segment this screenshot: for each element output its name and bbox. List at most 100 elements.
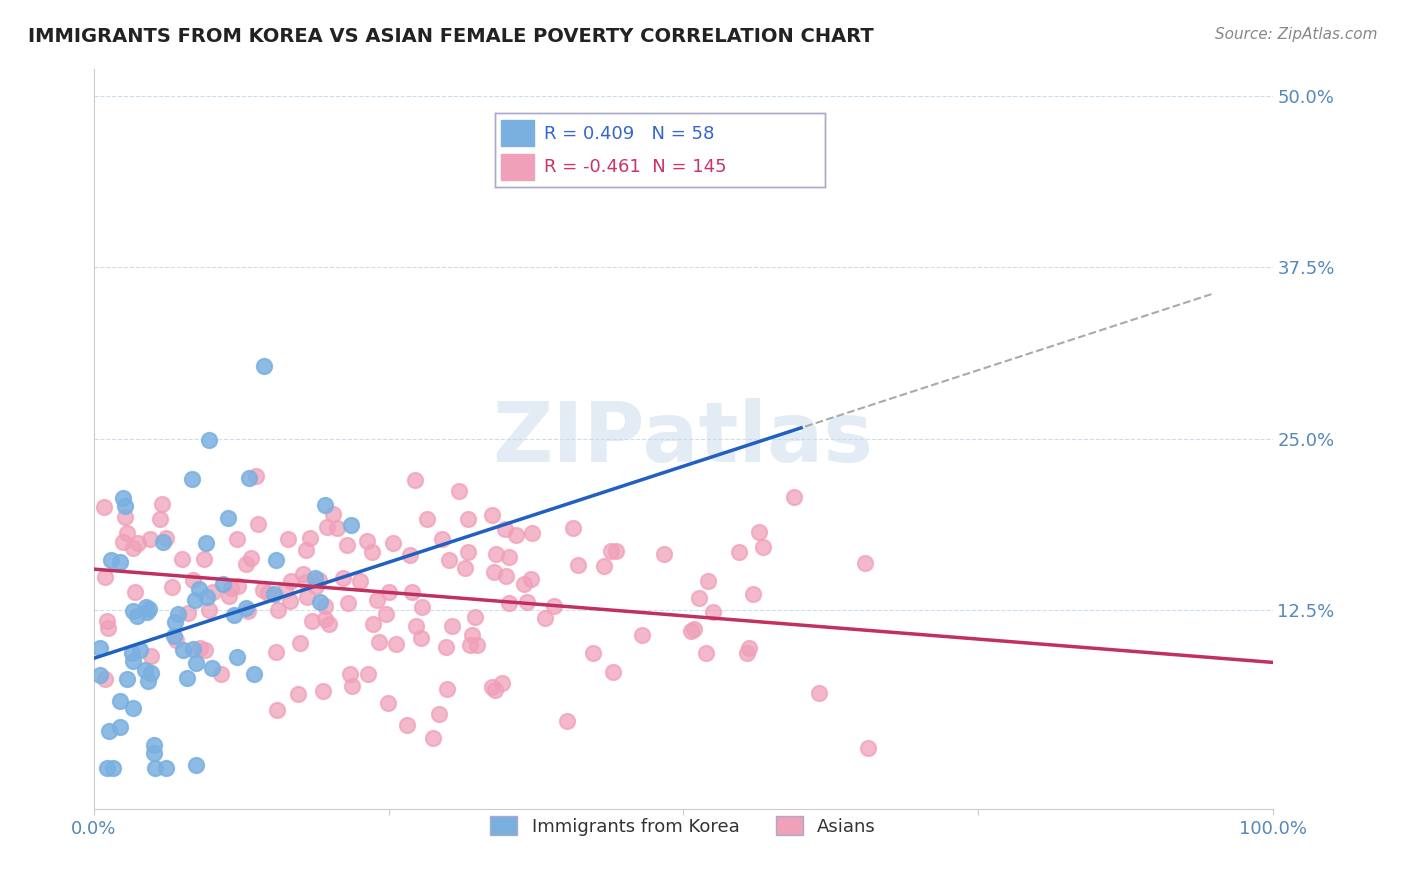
Point [97, 621, 120, 635]
Point [238, 470, 260, 484]
Point [136, 673, 159, 688]
Point [695, 646, 717, 660]
Point [198, 603, 221, 617]
Point [181, 641, 204, 656]
Point [312, 684, 335, 698]
Point [498, 596, 520, 610]
Point [305, 578, 328, 592]
Point [378, 584, 401, 599]
Point [115, 672, 138, 686]
Point [94, 569, 117, 583]
Point [405, 618, 427, 632]
Point [498, 549, 520, 564]
Point [561, 521, 583, 535]
Point [543, 599, 565, 614]
Point [437, 553, 460, 567]
Point [377, 696, 399, 710]
Point [336, 596, 359, 610]
Point [314, 599, 336, 613]
Point [264, 644, 287, 658]
Point [696, 574, 718, 588]
Point [368, 635, 391, 649]
Point [309, 595, 332, 609]
Point [267, 603, 290, 617]
Point [193, 552, 215, 566]
Point [219, 581, 242, 595]
Point [290, 636, 312, 650]
Point [195, 590, 218, 604]
Point [464, 609, 486, 624]
Point [404, 473, 426, 487]
Point [465, 638, 488, 652]
Point [114, 509, 136, 524]
Point [138, 532, 160, 546]
Point [494, 522, 516, 536]
Point [134, 664, 156, 678]
Point [356, 533, 378, 548]
Point [605, 544, 627, 558]
Point [287, 687, 309, 701]
Point [513, 577, 536, 591]
Point [226, 579, 249, 593]
Point [299, 531, 322, 545]
Point [160, 580, 183, 594]
Point [184, 656, 207, 670]
Point [143, 738, 166, 752]
Point [165, 615, 187, 630]
Point [246, 517, 269, 532]
Point [332, 571, 354, 585]
Point [491, 676, 513, 690]
Point [436, 682, 458, 697]
Point [188, 640, 211, 655]
Point [112, 535, 135, 549]
Point [195, 536, 218, 550]
Point [108, 555, 131, 569]
Point [181, 573, 204, 587]
Point [143, 761, 166, 775]
Point [349, 574, 371, 589]
Point [291, 566, 314, 581]
Point [149, 511, 172, 525]
Point [516, 595, 538, 609]
Point [454, 560, 477, 574]
Point [252, 583, 274, 598]
Point [155, 531, 177, 545]
Point [124, 585, 146, 599]
Point [340, 679, 363, 693]
Point [180, 472, 202, 486]
Point [481, 508, 503, 522]
Point [682, 622, 704, 636]
Point [139, 649, 162, 664]
Point [274, 582, 297, 597]
Point [186, 758, 208, 772]
Point [263, 587, 285, 601]
Point [177, 606, 200, 620]
Point [735, 646, 758, 660]
Point [115, 525, 138, 540]
Point [170, 552, 193, 566]
Point [150, 497, 173, 511]
Point [129, 643, 152, 657]
Point [808, 685, 831, 699]
Point [264, 553, 287, 567]
Point [340, 518, 363, 533]
Point [218, 589, 240, 603]
Point [484, 682, 506, 697]
Point [235, 557, 257, 571]
Point [112, 491, 135, 506]
Point [236, 604, 259, 618]
Point [198, 433, 221, 447]
Point [202, 585, 225, 599]
Point [411, 631, 433, 645]
Point [297, 590, 319, 604]
Point [256, 586, 278, 600]
Point [520, 526, 543, 541]
Point [318, 617, 340, 632]
Point [434, 640, 457, 654]
Point [100, 552, 122, 566]
Point [688, 591, 710, 606]
Point [396, 718, 419, 732]
Point [121, 646, 143, 660]
Point [89, 640, 111, 655]
Point [427, 707, 450, 722]
